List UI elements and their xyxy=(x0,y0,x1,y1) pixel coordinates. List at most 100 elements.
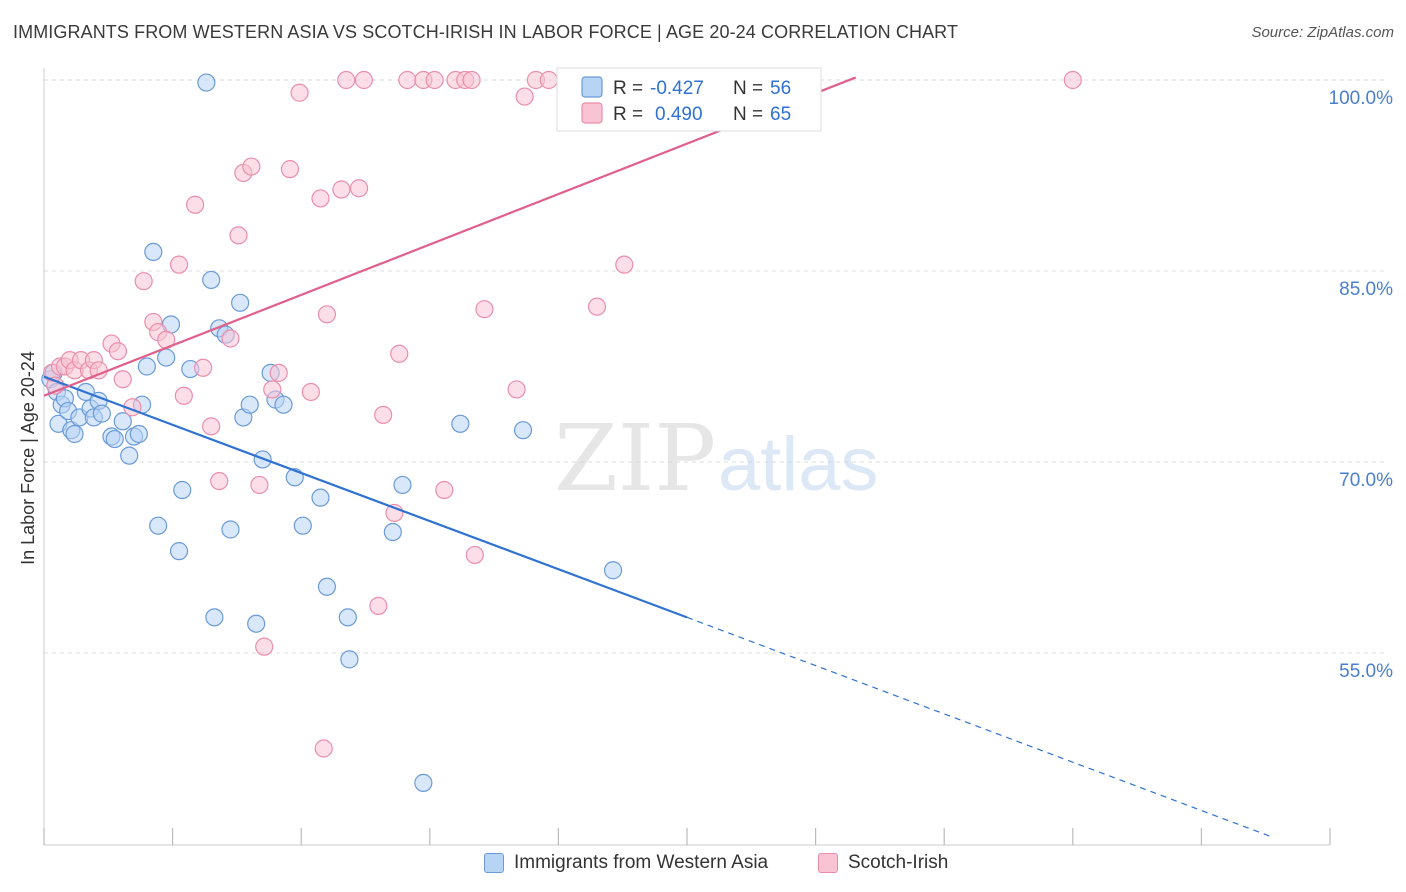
y-tick-label-3: 100.0% xyxy=(1329,88,1394,109)
point-scotch-irish-37 xyxy=(332,180,351,199)
legend-r-label-1: R = xyxy=(613,78,643,99)
point-scotch-irish-54 xyxy=(507,380,526,399)
point-western-asia-43 xyxy=(274,395,293,414)
point-western-asia-54 xyxy=(513,421,533,440)
point-scotch-irish-31 xyxy=(269,363,288,382)
point-western-asia-48 xyxy=(338,608,357,627)
point-scotch-irish-19 xyxy=(174,386,193,405)
legend-r-value-2: 0.490 xyxy=(655,104,703,125)
point-scotch-irish-42 xyxy=(374,405,393,424)
point-western-asia-23 xyxy=(144,242,163,261)
point-scotch-irish-33 xyxy=(290,83,309,102)
point-western-asia-35 xyxy=(221,520,240,539)
source-credit: Source: ZipAtlas.com xyxy=(1251,24,1394,41)
point-scotch-irish-27 xyxy=(242,157,261,176)
point-scotch-irish-22 xyxy=(202,417,221,436)
point-western-asia-31 xyxy=(202,270,221,290)
bottom-legend: Immigrants from Western Asia Scotch-Iris… xyxy=(0,852,1406,878)
point-scotch-irish-24 xyxy=(221,329,240,348)
point-western-asia-46 xyxy=(311,488,330,507)
chart-title: IMMIGRANTS FROM WESTERN ASIA VS SCOTCH-I… xyxy=(13,22,959,42)
stats-legend-swatch-blue xyxy=(581,76,603,98)
point-western-asia-30 xyxy=(197,73,216,92)
point-scotch-irish-59 xyxy=(615,255,634,274)
point-scotch-irish-57 xyxy=(539,70,558,90)
point-scotch-irish-45 xyxy=(398,70,417,90)
point-scotch-irish-35 xyxy=(311,189,330,208)
legend-r-label-2: R = xyxy=(613,104,643,125)
point-western-asia-24 xyxy=(149,516,168,535)
point-scotch-irish-38 xyxy=(337,70,356,90)
trendline-western-asia-extension xyxy=(686,616,1274,839)
point-western-asia-28 xyxy=(173,480,192,500)
point-scotch-irish-30 xyxy=(263,380,282,399)
legend-n-label-2: N = xyxy=(733,104,763,125)
point-western-asia-14 xyxy=(92,404,111,423)
point-western-asia-16 xyxy=(105,429,124,449)
point-western-asia-39 xyxy=(247,614,266,633)
point-scotch-irish-39 xyxy=(349,179,369,198)
trendline-western-asia xyxy=(43,375,688,619)
point-scotch-irish-44 xyxy=(390,344,409,363)
point-western-asia-51 xyxy=(393,475,412,495)
point-scotch-irish-28 xyxy=(250,475,269,495)
point-western-asia-20 xyxy=(129,424,148,444)
point-western-asia-32 xyxy=(205,608,224,627)
point-scotch-irish-12 xyxy=(113,370,132,389)
point-western-asia-17 xyxy=(113,412,132,431)
series-immigrants-western-asia xyxy=(41,73,623,792)
y-tick-label-1: 70.0% xyxy=(1339,470,1393,491)
point-western-asia-55 xyxy=(603,561,623,580)
point-scotch-irish-58 xyxy=(587,297,607,316)
point-scotch-irish-14 xyxy=(134,272,153,291)
point-scotch-irish-55 xyxy=(515,87,534,106)
point-scotch-irish-63 xyxy=(1063,70,1082,90)
point-western-asia-25 xyxy=(157,348,176,367)
y-axis-title: In Labor Force | Age 20-24 xyxy=(18,351,38,565)
point-scotch-irish-11 xyxy=(108,342,128,361)
point-scotch-irish-48 xyxy=(435,480,454,500)
point-scotch-irish-25 xyxy=(229,226,248,245)
y-tick-label-2: 85.0% xyxy=(1339,279,1393,300)
point-western-asia-38 xyxy=(240,395,259,414)
legend-swatch-blue xyxy=(484,853,504,873)
legend-n-label-1: N = xyxy=(733,78,763,99)
legend-item-scotch-irish: Scotch-Irish xyxy=(818,852,948,874)
stats-legend: R = -0.427 N = 56 R = 0.490 N = 65 xyxy=(556,67,822,132)
legend-r-value-1: -0.427 xyxy=(650,78,704,99)
point-scotch-irish-64 xyxy=(314,739,333,758)
point-scotch-irish-53 xyxy=(475,300,494,319)
point-scotch-irish-29 xyxy=(255,637,274,656)
point-scotch-irish-41 xyxy=(369,596,388,615)
y-tick-label-0: 55.0% xyxy=(1339,661,1393,682)
legend-label-western-asia: Immigrants from Western Asia xyxy=(514,852,769,873)
point-scotch-irish-32 xyxy=(280,160,300,179)
point-western-asia-47 xyxy=(317,577,337,596)
point-scotch-irish-20 xyxy=(186,195,205,214)
point-western-asia-22 xyxy=(137,357,156,376)
point-western-asia-27 xyxy=(169,542,189,561)
watermark: ZIP atlas xyxy=(554,405,879,512)
point-scotch-irish-18 xyxy=(169,255,189,274)
point-scotch-irish-36 xyxy=(317,305,337,324)
scatter-chart: ZIP atlas 55.0%70.0%85.0%100.0%0.0%80.0%… xyxy=(18,67,1394,846)
point-western-asia-18 xyxy=(120,446,139,465)
point-western-asia-53 xyxy=(451,414,470,433)
point-scotch-irish-34 xyxy=(301,382,320,402)
legend-n-value-1: 56 xyxy=(770,78,791,99)
watermark-atlas: atlas xyxy=(718,422,879,507)
point-scotch-irish-21 xyxy=(194,358,213,377)
legend-label-scotch-irish: Scotch-Irish xyxy=(848,852,949,873)
point-scotch-irish-52 xyxy=(465,545,484,565)
point-scotch-irish-47 xyxy=(425,70,444,90)
legend-n-value-2: 65 xyxy=(770,104,791,125)
watermark-zip: ZIP xyxy=(554,405,716,512)
stats-legend-swatch-pink xyxy=(581,102,603,124)
axes-layer xyxy=(43,68,1331,846)
point-western-asia-36 xyxy=(231,293,250,312)
point-scotch-irish-23 xyxy=(210,472,229,491)
legend-item-western-asia: Immigrants from Western Asia xyxy=(484,852,768,874)
point-scotch-irish-40 xyxy=(354,70,373,90)
point-western-asia-52 xyxy=(414,773,433,792)
point-western-asia-49 xyxy=(340,650,359,669)
